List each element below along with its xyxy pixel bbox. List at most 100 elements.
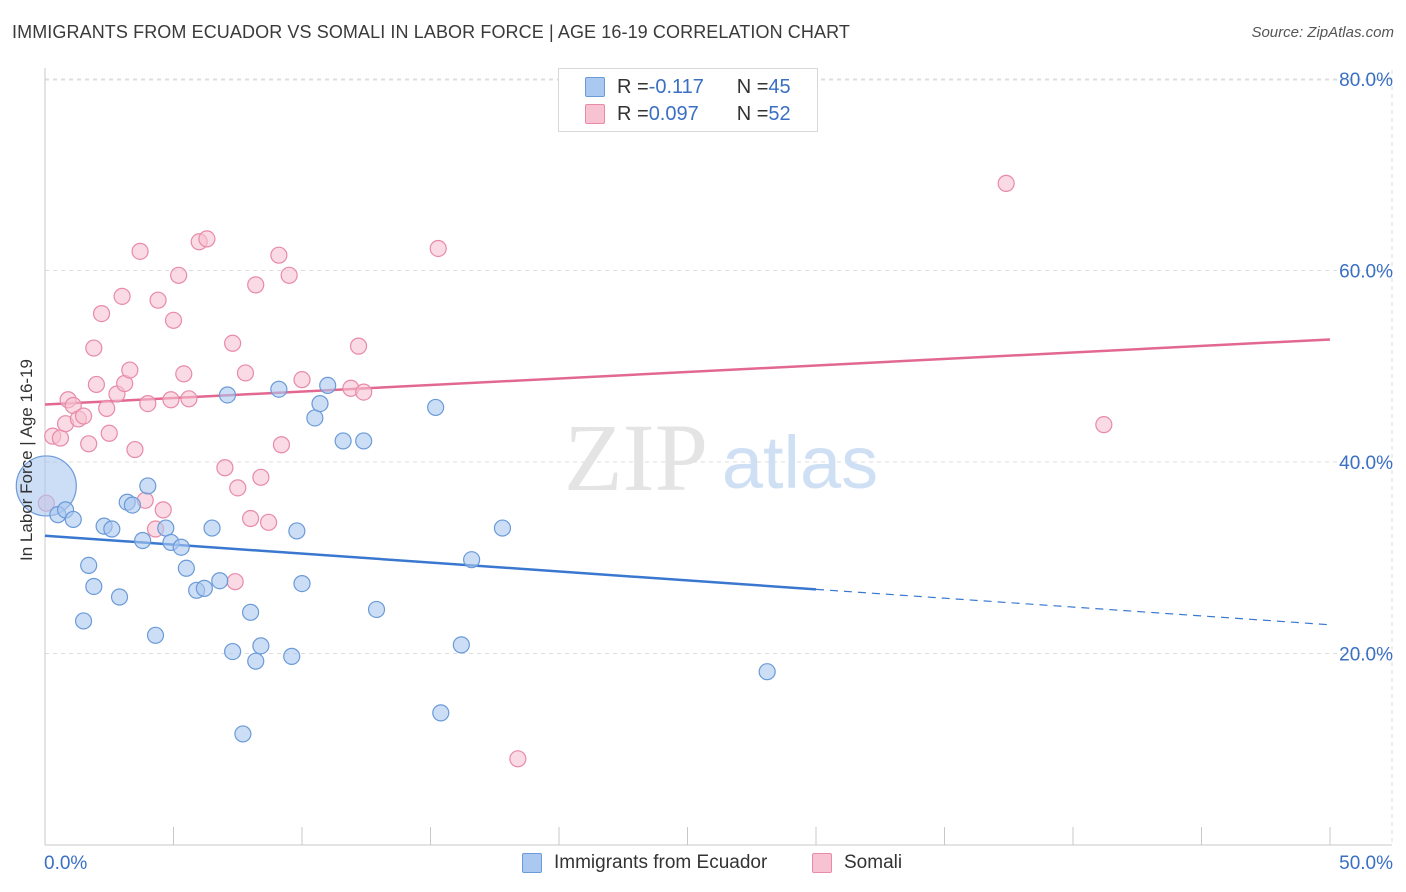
series-name-ecuador: Immigrants from Ecuador: [554, 852, 768, 873]
somali-point: [126, 440, 144, 459]
somali-point: [270, 246, 288, 264]
somali-point: [131, 242, 149, 260]
source-label: Source: ZipAtlas.com: [1251, 24, 1394, 41]
somali-point: [180, 390, 198, 408]
trend-line-ecuador: [44, 534, 817, 591]
somali-point: [242, 509, 260, 528]
ecuador-point: [319, 376, 337, 394]
somali-point: [51, 429, 70, 447]
somali-point: [226, 573, 244, 591]
somali-point: [997, 174, 1015, 192]
ecuador-point: [103, 520, 121, 538]
ecuador-point: [493, 519, 512, 537]
ecuador-point: [311, 394, 329, 413]
ecuador-point: [242, 603, 260, 621]
x-tick-label: 0.0%: [44, 853, 87, 874]
somali-point: [113, 287, 131, 305]
somali-point: [92, 304, 111, 323]
series-swatch-ecuador: [522, 853, 542, 873]
ecuador-point: [80, 556, 98, 575]
ecuador-point: [288, 522, 306, 540]
series-swatch-somali: [812, 853, 832, 873]
somali-point: [429, 239, 447, 258]
somali-point: [139, 394, 157, 413]
ecuador-point: [283, 647, 301, 665]
ecuador-point: [134, 531, 152, 550]
somali-point: [80, 435, 98, 453]
trend-line-ecuador-extension: [815, 588, 1331, 626]
correlation-legend: R = -0.117 N = 45 R = 0.097 N = 52: [558, 68, 818, 132]
legend-n-value: 52: [768, 102, 791, 125]
chart-title: IMMIGRANTS FROM ECUADOR VS SOMALI IN LAB…: [12, 22, 850, 42]
series-legend-somali: Somali: [812, 852, 902, 874]
ecuador-point: [224, 642, 242, 661]
somali-point: [247, 276, 265, 294]
somali-point: [154, 501, 172, 519]
y-axis-label: In Labor Force | Age 16-19: [17, 359, 36, 561]
legend-r-label: R =: [617, 75, 649, 98]
ecuador-point: [15, 455, 77, 517]
somali-point: [100, 424, 118, 442]
ecuador-point: [172, 538, 190, 556]
series-legend-ecuador: Immigrants from Ecuador: [522, 852, 767, 874]
ecuador-point: [293, 575, 311, 593]
somali-point: [236, 364, 255, 382]
ecuador-point: [306, 409, 324, 427]
somali-points: [37, 174, 1113, 768]
somali-point: [224, 334, 242, 352]
ecuador-point: [252, 637, 270, 655]
somali-point: [170, 266, 188, 284]
somali-point: [259, 513, 278, 531]
somali-point: [198, 230, 216, 248]
ecuador-point: [355, 432, 373, 450]
somali-point: [149, 291, 167, 309]
ecuador-point: [85, 577, 103, 596]
somali-point: [74, 407, 93, 425]
somali-point: [87, 375, 106, 394]
ecuador-point: [177, 559, 195, 577]
ecuador-point: [139, 477, 157, 495]
series-legend: Immigrants from Ecuador Somali: [0, 852, 1406, 878]
somali-point: [85, 339, 103, 357]
ecuador-point: [195, 579, 213, 597]
legend-n-value: 45: [768, 75, 791, 98]
legend-swatch-ecuador: [585, 77, 605, 97]
watermark-zip: ZIP: [564, 404, 708, 511]
somali-point: [349, 337, 368, 355]
ecuador-point: [247, 652, 265, 670]
ecuador-point: [123, 496, 141, 514]
y-tick-label: 20.0%: [1339, 645, 1393, 666]
ecuador-point: [234, 725, 252, 743]
ecuador-point: [157, 519, 175, 537]
legend-n-label: N =: [736, 102, 769, 125]
ecuador-point: [427, 398, 445, 417]
ecuador-point: [64, 510, 82, 529]
ecuador-point: [452, 636, 470, 654]
x-tick-label: 50.0%: [1339, 853, 1393, 874]
ecuador-point: [432, 704, 450, 722]
ecuador-point: [110, 588, 129, 606]
ecuador-point: [74, 612, 93, 630]
somali-point: [121, 361, 139, 379]
somali-point: [229, 479, 247, 497]
somali-point: [293, 371, 311, 389]
ecuador-points: [15, 376, 776, 743]
watermark: ZIP atlas: [564, 404, 878, 511]
legend-swatch-somali: [585, 104, 605, 124]
somali-point: [162, 391, 180, 409]
somali-point: [355, 383, 373, 401]
watermark-atlas: atlas: [722, 421, 878, 504]
y-tick-label: 40.0%: [1339, 453, 1393, 474]
legend-row-somali: R = 0.097 N = 52: [585, 101, 791, 127]
ecuador-point: [463, 551, 481, 569]
y-tick-label: 80.0%: [1339, 70, 1393, 91]
somali-point: [216, 459, 234, 477]
series-name-somali: Somali: [844, 852, 903, 873]
legend-r-value: 0.097: [648, 102, 699, 125]
somali-point: [164, 311, 183, 329]
ecuador-point: [367, 600, 386, 619]
legend-row-ecuador: R = -0.117 N = 45: [585, 74, 791, 100]
tick-labels: 20.0% 40.0% 60.0% 80.0% 0.0% 50.0%: [44, 70, 1393, 874]
ecuador-point: [270, 380, 288, 398]
